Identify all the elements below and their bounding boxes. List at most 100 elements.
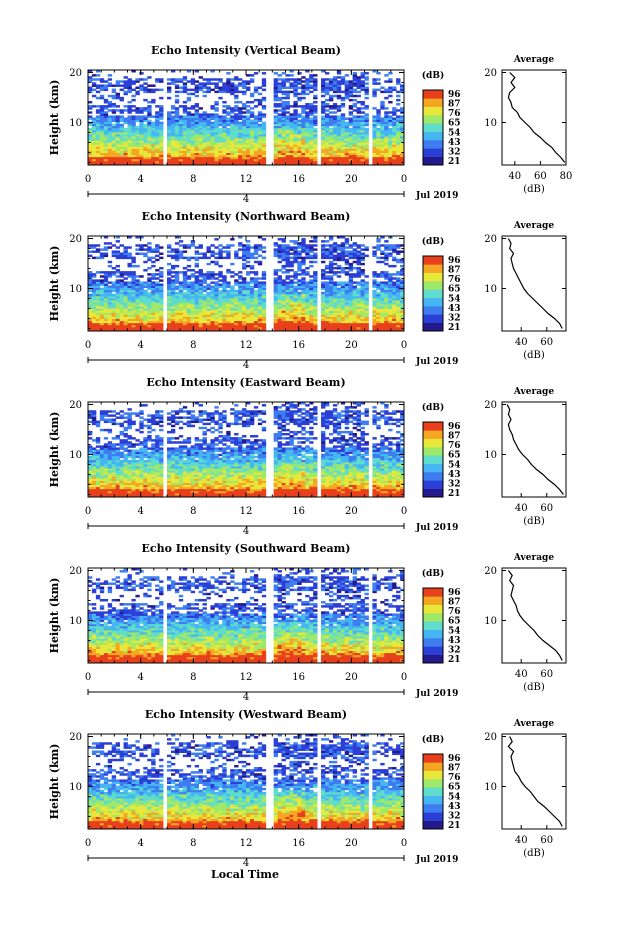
echo-cell	[95, 125, 101, 129]
echo-cell	[186, 142, 192, 145]
echo-cell	[305, 131, 310, 135]
echo-cell	[186, 283, 192, 286]
echo-cell	[261, 131, 267, 135]
echo-cell	[194, 70, 199, 73]
echo-cell	[159, 131, 164, 135]
echo-cell	[289, 262, 294, 266]
echo-cell	[88, 283, 93, 286]
echo-cell	[332, 271, 338, 274]
echo-cell	[380, 291, 385, 295]
echo-cell	[340, 293, 346, 297]
echo-cell	[332, 150, 338, 154]
echo-cell	[352, 312, 357, 315]
echo-cell	[135, 86, 140, 89]
echo-cell	[242, 150, 247, 154]
echo-cell	[218, 264, 223, 268]
echo-cell	[281, 148, 286, 151]
echo-cell	[321, 328, 326, 332]
echo-cell	[392, 127, 397, 131]
echo-cell	[186, 80, 192, 83]
echo-cell	[325, 92, 330, 96]
echo-cell	[119, 146, 124, 149]
echo-cell	[182, 138, 188, 141]
echo-cell	[115, 291, 120, 295]
echo-cell	[182, 142, 188, 145]
echo-cell	[325, 293, 330, 297]
echo-cell	[174, 80, 180, 83]
echo-cell	[143, 140, 148, 143]
echo-cell	[238, 127, 243, 131]
echo-cell	[206, 300, 211, 303]
echo-cell	[210, 115, 215, 118]
echo-cell	[328, 144, 334, 147]
echo-cell	[356, 160, 361, 164]
echo-cell	[167, 308, 172, 311]
echo-cell	[178, 295, 184, 299]
echo-cell	[273, 287, 278, 291]
echo-cell	[222, 152, 227, 156]
echo-cell	[321, 158, 326, 162]
echo-cell	[143, 160, 148, 164]
echo-cell	[95, 86, 101, 89]
echo-cell	[293, 250, 298, 253]
echo-cell	[99, 156, 105, 160]
echo-cell	[107, 119, 113, 123]
echo-cell	[336, 94, 342, 98]
echo-cell	[107, 300, 113, 303]
echo-cell	[234, 160, 239, 164]
echo-cell	[340, 248, 346, 251]
echo-cell	[210, 134, 215, 137]
echo-cell	[107, 94, 113, 98]
echo-cell	[151, 115, 156, 118]
echo-cell	[151, 283, 156, 286]
echo-cell	[131, 115, 136, 118]
echo-cell	[360, 310, 365, 313]
echo-cell	[328, 250, 334, 253]
echo-cell	[364, 117, 369, 120]
echo-cell	[246, 140, 251, 143]
echo-cell	[340, 82, 346, 85]
echo-cell	[99, 154, 105, 158]
echo-cell	[111, 283, 117, 286]
echo-cell	[131, 134, 136, 137]
echo-cell	[360, 300, 365, 303]
echo-cell	[328, 264, 334, 268]
echo-cell	[297, 72, 302, 75]
echo-cell	[309, 316, 314, 320]
echo-cell	[214, 152, 219, 156]
echo-cell	[115, 129, 120, 133]
echo-cell	[293, 318, 298, 322]
echo-cell	[167, 302, 172, 305]
echo-cell	[226, 80, 231, 83]
echo-cell	[218, 318, 223, 322]
echo-cell	[202, 310, 207, 313]
echo-cell	[313, 304, 318, 307]
echo-cell	[340, 144, 346, 147]
echo-cell	[249, 252, 255, 255]
echo-cell	[384, 140, 389, 143]
echo-cell	[277, 134, 282, 137]
echo-cell	[127, 275, 132, 278]
echo-cell	[186, 281, 192, 284]
echo-cell	[202, 252, 207, 255]
echo-cell	[309, 103, 314, 106]
echo-cell	[107, 115, 113, 118]
echo-cell	[356, 158, 361, 162]
echo-cell	[178, 138, 184, 141]
echo-cell	[194, 94, 199, 98]
echo-cell	[131, 146, 136, 149]
echo-cell	[396, 125, 401, 129]
echo-cell	[253, 86, 259, 89]
echo-cell	[131, 121, 136, 125]
echo-cell	[186, 150, 192, 154]
echo-cell	[242, 312, 247, 315]
echo-cell	[376, 326, 381, 330]
echo-cell	[285, 96, 290, 100]
echo-cell	[91, 273, 97, 276]
echo-cell	[131, 127, 136, 131]
echo-cell	[167, 310, 172, 313]
echo-cell	[174, 123, 180, 127]
echo-cell	[119, 320, 124, 324]
echo-cell	[293, 90, 298, 94]
echo-cell	[328, 262, 334, 266]
